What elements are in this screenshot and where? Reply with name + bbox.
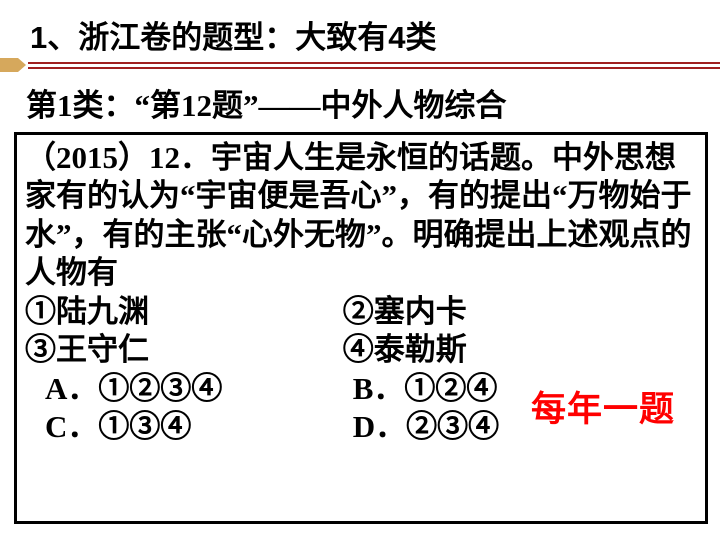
annotation-label: 每年一题 bbox=[531, 381, 675, 432]
choice-d: D．②③④ bbox=[353, 408, 499, 446]
choice-b: B．①②④ bbox=[353, 370, 498, 408]
option-1: ①陆九渊 bbox=[25, 293, 335, 331]
option-3: ③王守仁 bbox=[25, 331, 335, 369]
arrow-tip-icon bbox=[18, 58, 26, 72]
question-box: （2015）12．宇宙人生是永恒的话题。中外思想家有的认为“宇宙便是吾心”，有的… bbox=[14, 132, 708, 524]
choice-c: C．①③④ bbox=[25, 408, 345, 446]
divider-line-bottom bbox=[28, 67, 720, 69]
option-2: ②塞内卡 bbox=[343, 293, 467, 331]
option-row-2: ③王守仁 ④泰勒斯 bbox=[25, 331, 697, 369]
option-4: ④泰勒斯 bbox=[343, 331, 467, 369]
choice-a: A．①②③④ bbox=[25, 370, 345, 408]
question-stem: （2015）12．宇宙人生是永恒的话题。中外思想家有的认为“宇宙便是吾心”，有的… bbox=[25, 139, 697, 293]
arrow-icon bbox=[0, 58, 18, 72]
option-row-1: ①陆九渊 ②塞内卡 bbox=[25, 293, 697, 331]
divider bbox=[0, 58, 720, 72]
category-subtitle: 第1类：“第12题”——中外人物综合 bbox=[26, 80, 507, 125]
page-title: 1、浙江卷的题型：大致有4类 bbox=[30, 12, 700, 57]
divider-line-top bbox=[28, 62, 720, 64]
